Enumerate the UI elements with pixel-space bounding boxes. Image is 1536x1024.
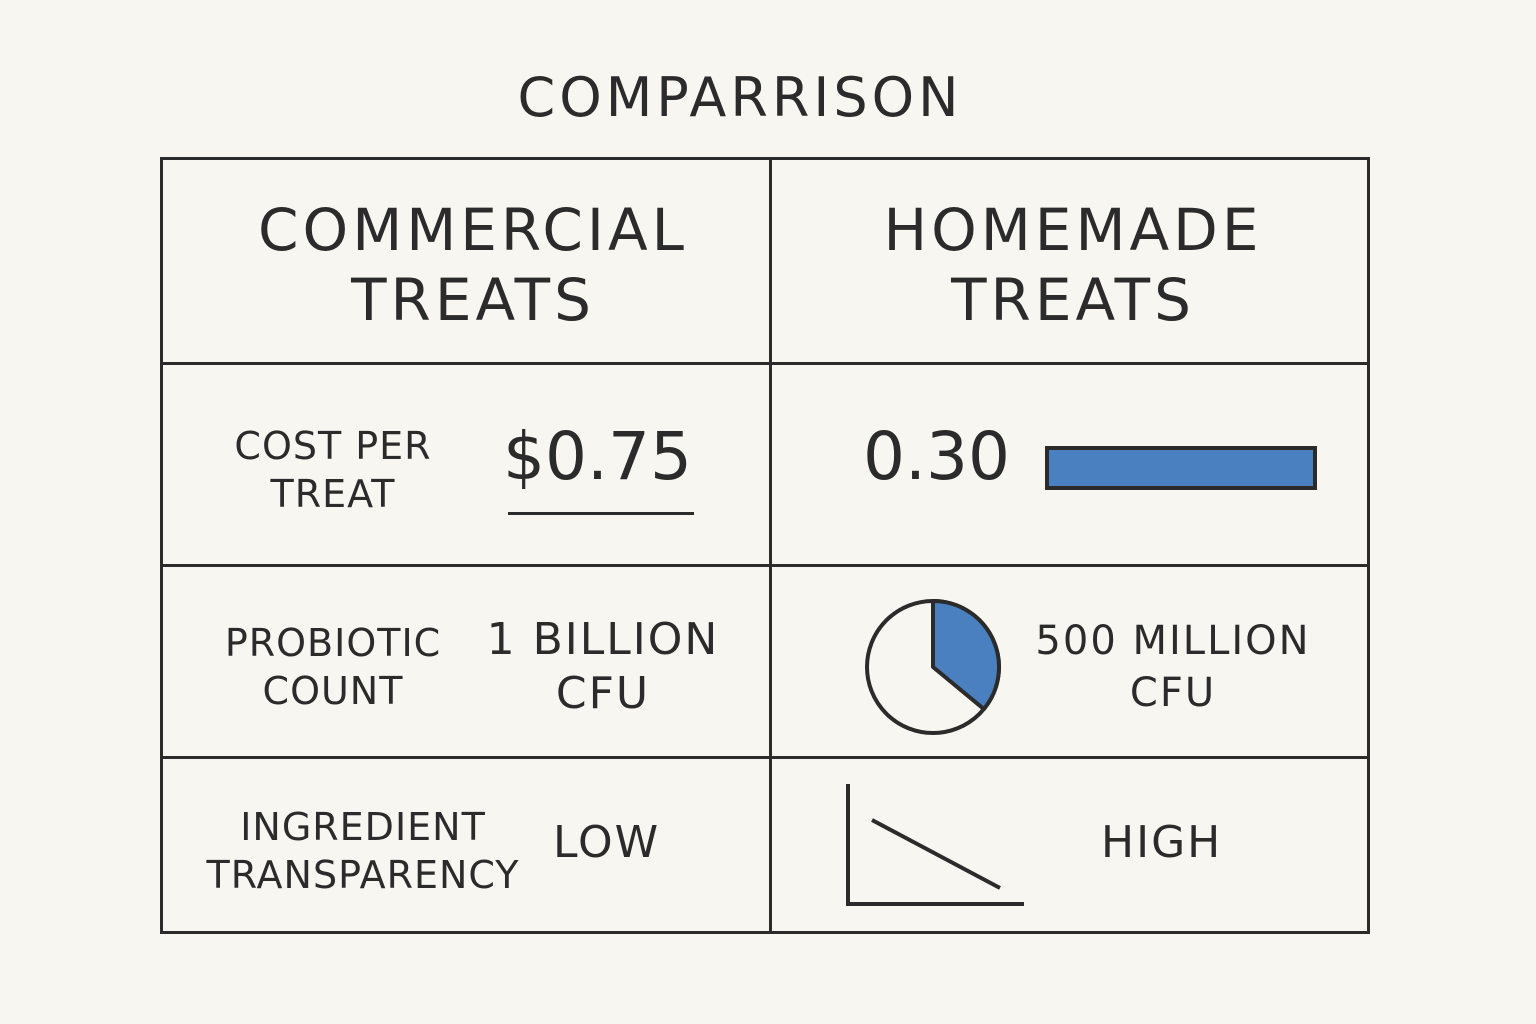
- chart-axes: [846, 784, 1024, 906]
- line-chart-icon: [846, 784, 1024, 906]
- commercial-transparency-value: LOW: [553, 817, 661, 868]
- declining-line: [871, 818, 1001, 890]
- cost-bar: [1045, 446, 1317, 490]
- pie-slice: [931, 599, 1001, 712]
- commercial-cost-value: $0.75: [503, 418, 692, 495]
- probiotic-label: PROBIOTIC COUNT: [224, 621, 442, 713]
- homemade-probiotic-value: 500 MILLION CFU: [1035, 618, 1311, 716]
- row-divider: [163, 362, 1367, 365]
- homemade-transparency-value: HIGH: [1101, 817, 1223, 868]
- column-divider: [769, 160, 772, 931]
- comparison-table: COMMERCIAL TREATS HOMEMADE TREATS COST P…: [160, 157, 1370, 934]
- row-divider: [163, 756, 1367, 759]
- cost-label: COST PER TREAT: [234, 424, 432, 516]
- page-title: COMPARRISON: [517, 66, 963, 129]
- transparency-label: INGREDIENT TRANSPARENCY: [206, 805, 520, 897]
- homemade-header: HOMEMADE TREATS: [883, 196, 1263, 334]
- commercial-probiotic-value: 1 BILLION CFU: [486, 614, 720, 719]
- pie-chart-icon: [865, 599, 1001, 735]
- cost-underline: [508, 512, 694, 515]
- commercial-header: COMMERCIAL TREATS: [258, 196, 688, 334]
- row-divider: [163, 564, 1367, 567]
- homemade-cost-value: 0.30: [863, 418, 1010, 495]
